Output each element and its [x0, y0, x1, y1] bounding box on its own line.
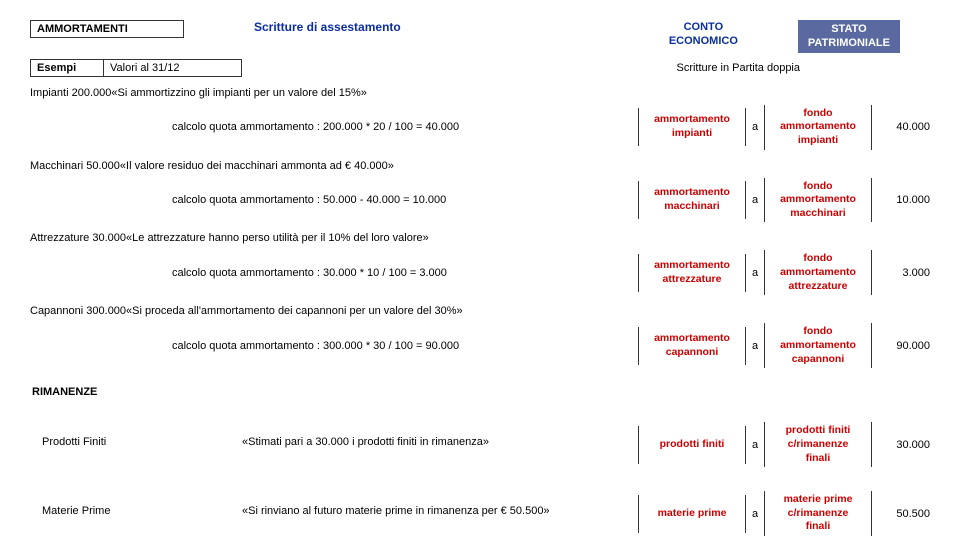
debit-account: prodotti finiti [638, 426, 746, 464]
journal-a: a [746, 194, 764, 206]
asset-desc: «Il valore residuo dei macchinari ammont… [120, 160, 394, 172]
journal-value: 30.000 [872, 439, 930, 451]
calc-line: calcolo quota ammortamento : 300.000 * 3… [172, 340, 459, 352]
debit-account: ammortamento impianti [638, 108, 746, 146]
journal-a: a [746, 121, 764, 133]
journal-value: 90.000 [872, 340, 930, 352]
credit-account: fondo ammortamento impianti [764, 105, 872, 150]
credit-account: materie prime c/rimanenze finali [764, 491, 872, 536]
asset-name: Attrezzature [30, 232, 89, 244]
credit-account: fondo ammortamento capannoni [764, 323, 872, 368]
credit-account: fondo ammortamento macchinari [764, 178, 872, 223]
asset-desc: «Si proceda all'ammortamento dei capanno… [126, 305, 463, 317]
stock-name: Prodotti Finiti [30, 436, 172, 448]
debit-account: ammortamento macchinari [638, 181, 746, 219]
section-label: AMMORTAMENTI [30, 20, 184, 38]
examples-box: Esempi Valori al 31/12 [30, 59, 242, 77]
journal-entry: materie prime a materie prime c/rimanenz… [638, 491, 930, 536]
debit-account: ammortamento capannoni [638, 327, 746, 365]
partita-doppia-label: Scritture in Partita doppia [676, 59, 800, 77]
header: AMMORTAMENTI Scritture di assestamento C… [30, 20, 930, 53]
asset-box: Capannoni 300.000 [30, 305, 126, 317]
journal-entry: ammortamento macchinari a fondo ammortam… [638, 178, 930, 223]
journal-entry: ammortamento impianti a fondo ammortamen… [638, 105, 930, 150]
journal-a: a [746, 508, 764, 520]
journal-a: a [746, 267, 764, 279]
journal-entry: ammortamento attrezzature a fondo ammort… [638, 250, 930, 295]
rimanenze-heading: RIMANENZE [32, 386, 930, 398]
credit-account: fondo ammortamento attrezzature [764, 250, 872, 295]
asset-box: Impianti 200.000 [30, 87, 111, 99]
journal-entry: prodotti finiti a prodotti finiti c/rima… [638, 422, 930, 467]
asset-box: Attrezzature 30.000 [30, 232, 126, 244]
journal-a: a [746, 340, 764, 352]
asset-amount: 30.000 [92, 232, 126, 244]
journal-entry: ammortamento capannoni a fondo ammortame… [638, 323, 930, 368]
stock-name: Materie Prime [30, 505, 172, 517]
asset-desc: «Si ammortizzino gli impianti per un val… [111, 87, 367, 99]
calc-line: calcolo quota ammortamento : 30.000 * 10… [172, 267, 447, 279]
journal-value: 40.000 [872, 121, 930, 133]
stato-patrimoniale-badge: STATO PATRIMONIALE [798, 20, 900, 53]
page-title: Scritture di assestamento [254, 20, 401, 34]
asset-name: Capannoni [30, 305, 83, 317]
debit-account: ammortamento attrezzature [638, 254, 746, 292]
examples-label: Esempi [31, 60, 104, 76]
asset-amount: 300.000 [86, 305, 126, 317]
asset-amount: 50.000 [86, 160, 120, 172]
conto-economico-badge: CONTO ECONOMICO [669, 20, 738, 53]
asset-name: Macchinari [30, 160, 83, 172]
journal-value: 50.500 [872, 508, 930, 520]
stock-desc: «Si rinviano al futuro materie prime in … [242, 505, 562, 517]
asset-name: Impianti [30, 87, 69, 99]
credit-account: prodotti finiti c/rimanenze finali [764, 422, 872, 467]
calc-line: calcolo quota ammortamento : 50.000 - 40… [172, 194, 446, 206]
journal-a: a [746, 439, 764, 451]
examples-value: Valori al 31/12 [104, 60, 186, 76]
journal-value: 3.000 [872, 267, 930, 279]
asset-desc: «Le attrezzature hanno perso utilità per… [126, 232, 429, 244]
asset-box: Macchinari 50.000 [30, 160, 120, 172]
calc-line: calcolo quota ammortamento : 200.000 * 2… [172, 121, 459, 133]
asset-amount: 200.000 [72, 87, 112, 99]
journal-value: 10.000 [872, 194, 930, 206]
debit-account: materie prime [638, 495, 746, 533]
stock-desc: «Stimati pari a 30.000 i prodotti finiti… [242, 436, 562, 448]
